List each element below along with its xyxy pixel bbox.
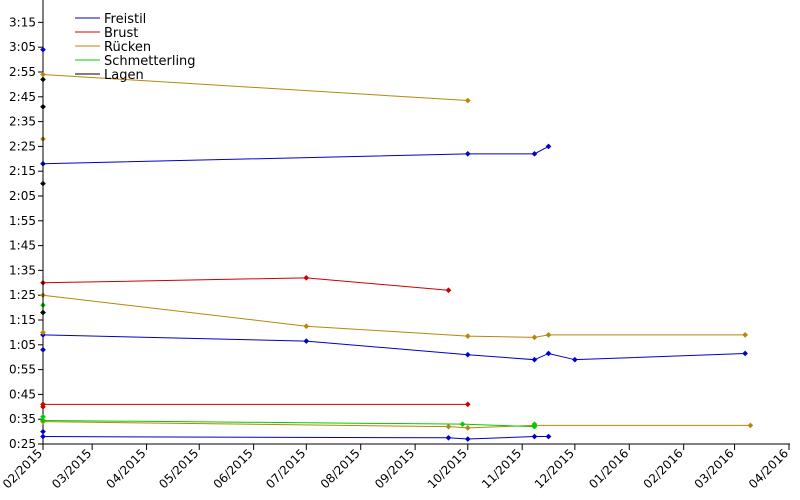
data-point-rcken bbox=[531, 334, 538, 341]
legend-label-freistil: Freistil bbox=[104, 12, 146, 27]
x-tick-label: 11/2015 bbox=[479, 446, 524, 491]
y-tick-label: 1:25 bbox=[9, 288, 36, 302]
y-tick-label: 2:25 bbox=[9, 139, 36, 153]
x-tick-label: 10/2015 bbox=[425, 446, 470, 491]
data-point-freistil bbox=[531, 356, 538, 363]
x-tick-label: 03/2016 bbox=[692, 446, 737, 491]
y-tick-label: 2:15 bbox=[9, 164, 36, 178]
data-point-freistil bbox=[40, 346, 46, 353]
data-point-rcken bbox=[545, 332, 552, 338]
x-tick-label: 08/2015 bbox=[318, 446, 363, 491]
data-point-schmetterling bbox=[459, 421, 466, 427]
data-point-rcken bbox=[742, 332, 748, 338]
x-tick-label: 09/2015 bbox=[372, 446, 417, 491]
data-point-lagen bbox=[40, 76, 46, 83]
data-point-rcken bbox=[464, 425, 471, 431]
x-tick-label: 12/2015 bbox=[532, 446, 577, 491]
data-point-freistil bbox=[464, 351, 471, 358]
data-point-freistil bbox=[445, 434, 452, 441]
y-tick-label: 2:45 bbox=[9, 90, 36, 104]
legend-label-brust: Brust bbox=[104, 26, 138, 41]
data-point-lagen bbox=[40, 309, 46, 316]
y-tick-label: 0:55 bbox=[9, 363, 36, 377]
y-tick-label: 2:05 bbox=[9, 189, 36, 203]
y-tick-label: 3:05 bbox=[9, 40, 36, 54]
legend-label-schmetterling: Schmetterling bbox=[104, 54, 196, 69]
y-tick-label: 0:45 bbox=[9, 387, 36, 401]
data-point-freistil bbox=[40, 46, 46, 53]
data-point-freistil bbox=[531, 433, 538, 440]
y-tick-label: 2:35 bbox=[9, 115, 36, 129]
x-tick-label: 05/2015 bbox=[156, 446, 201, 491]
series-line-freistil bbox=[42, 334, 746, 361]
data-point-freistil bbox=[545, 433, 552, 440]
data-point-lagen bbox=[40, 180, 46, 187]
x-tick-label: 02/2015 bbox=[0, 446, 45, 491]
y-tick-label: 1:55 bbox=[9, 214, 36, 228]
x-tick-label: 03/2015 bbox=[49, 446, 94, 491]
data-point-freistil bbox=[40, 433, 46, 440]
series-line-freistil bbox=[42, 436, 549, 440]
data-point-rcken bbox=[303, 323, 310, 330]
data-point-lagen bbox=[40, 103, 46, 110]
data-point-schmetterling bbox=[40, 413, 46, 420]
data-point-rcken bbox=[445, 423, 452, 430]
data-point-freistil bbox=[545, 143, 552, 150]
data-point-rcken bbox=[747, 422, 754, 429]
y-tick-label: 2:55 bbox=[9, 65, 36, 79]
y-tick-label: 1:15 bbox=[9, 313, 36, 327]
data-point-freistil bbox=[572, 356, 578, 363]
y-tick-label: 1:05 bbox=[9, 338, 36, 352]
data-point-freistil bbox=[531, 151, 538, 157]
y-tick-label: 1:45 bbox=[9, 239, 36, 253]
data-point-freistil bbox=[464, 151, 471, 157]
data-point-freistil bbox=[303, 338, 310, 344]
data-point-brust bbox=[464, 401, 471, 408]
plot-area bbox=[40, 0, 754, 442]
x-tick-label: 01/2016 bbox=[586, 446, 631, 491]
series-line-rcken bbox=[42, 294, 746, 338]
x-tick-label: 04/2015 bbox=[104, 446, 149, 491]
data-point-freistil bbox=[464, 436, 471, 442]
x-tick-label: 04/2016 bbox=[746, 446, 791, 491]
x-tick-label: 02/2016 bbox=[641, 446, 686, 491]
data-point-brust bbox=[445, 287, 452, 294]
y-tick-label: 3:15 bbox=[9, 15, 36, 29]
data-point-freistil bbox=[40, 428, 46, 435]
y-tick-label: 0:35 bbox=[9, 412, 36, 426]
y-tick-label: 1:35 bbox=[9, 263, 36, 277]
series-line-rcken bbox=[42, 73, 468, 102]
data-point-freistil bbox=[742, 350, 748, 357]
data-point-schmetterling bbox=[531, 421, 538, 427]
y-tick-label: 0:25 bbox=[9, 437, 36, 451]
data-point-freistil bbox=[545, 350, 552, 357]
series-line-rcken bbox=[42, 421, 751, 429]
legend-label-rcken: Rücken bbox=[104, 40, 151, 55]
x-tick-label: 06/2015 bbox=[211, 446, 256, 491]
data-point-rcken bbox=[464, 333, 471, 339]
x-tick-label: 07/2015 bbox=[263, 446, 308, 491]
data-point-brust bbox=[303, 275, 310, 281]
data-point-rcken bbox=[40, 71, 46, 78]
data-point-rcken bbox=[464, 97, 471, 104]
series-line-brust bbox=[42, 277, 449, 291]
series-line-freistil bbox=[42, 145, 549, 165]
legend-label-lagen: Lagen bbox=[104, 68, 144, 83]
